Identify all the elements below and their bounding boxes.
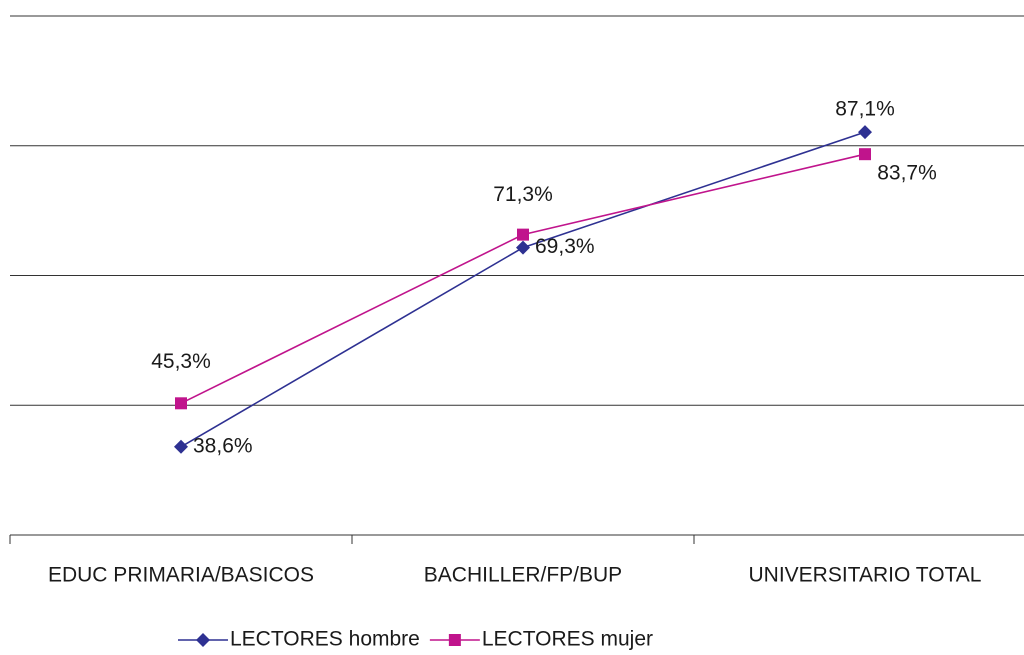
legend-label: LECTORES mujer — [482, 628, 653, 651]
data-label: 87,1% — [835, 98, 895, 121]
data-point — [174, 439, 188, 454]
data-point — [516, 240, 530, 255]
data-point — [859, 148, 871, 161]
data-label: 45,3% — [151, 350, 211, 373]
legend-label: LECTORES hombre — [230, 628, 420, 651]
data-label: 71,3% — [493, 183, 553, 206]
data-point — [858, 125, 872, 140]
series-line — [180, 131, 866, 448]
x-tick-label: UNIVERSITARIO TOTAL — [749, 564, 982, 587]
data-point — [517, 228, 529, 241]
data-label: 38,6% — [193, 434, 253, 457]
x-tick-label: EDUC PRIMARIA/BASICOS — [48, 564, 314, 587]
legend-marker — [196, 633, 210, 647]
data-label: 69,3% — [535, 235, 595, 258]
data-label: 83,7% — [877, 162, 937, 185]
data-point — [175, 397, 187, 410]
legend-marker — [448, 634, 461, 646]
x-tick-label: BACHILLER/FP/BUP — [424, 564, 622, 587]
